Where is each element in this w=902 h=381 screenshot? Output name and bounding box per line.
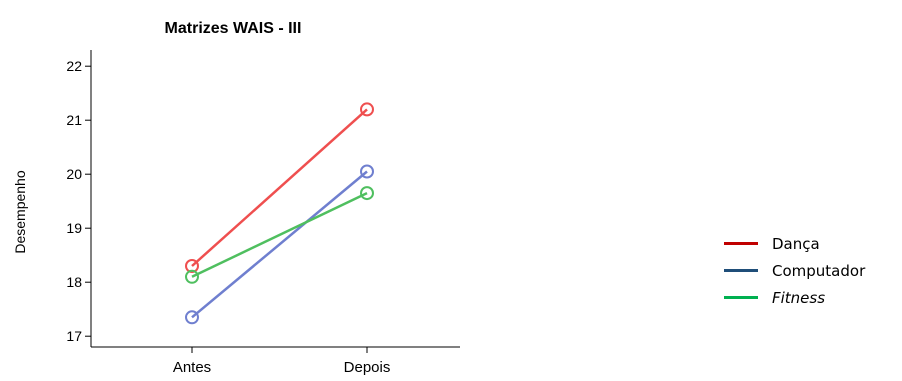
- x-tick-label: Antes: [173, 359, 211, 376]
- series-line: [192, 109, 367, 266]
- y-tick-label: 19: [66, 220, 82, 236]
- y-tick-label: 17: [66, 328, 82, 344]
- x-tick-label: Depois: [344, 359, 391, 376]
- y-tick-label: 18: [66, 274, 82, 290]
- y-tick-label: 21: [66, 112, 82, 128]
- series-line: [192, 193, 367, 277]
- y-tick-label: 22: [66, 58, 82, 74]
- y-axis-label: Desempenho: [12, 170, 28, 253]
- series-line: [192, 172, 367, 318]
- y-tick-label: 20: [66, 166, 82, 182]
- legend-item: Fitness: [724, 284, 865, 311]
- legend-swatch: [724, 269, 758, 272]
- legend-item: Dança: [724, 230, 865, 257]
- chart-title: Matrizes WAIS - III: [165, 20, 302, 37]
- legend-label: Dança: [772, 235, 820, 253]
- legend-label: Fitness: [772, 289, 825, 307]
- legend-swatch: [724, 242, 758, 245]
- legend-swatch: [724, 296, 758, 299]
- chart-legend: Dança Computador Fitness: [724, 230, 865, 311]
- legend-label: Computador: [772, 262, 865, 280]
- legend-item: Computador: [724, 257, 865, 284]
